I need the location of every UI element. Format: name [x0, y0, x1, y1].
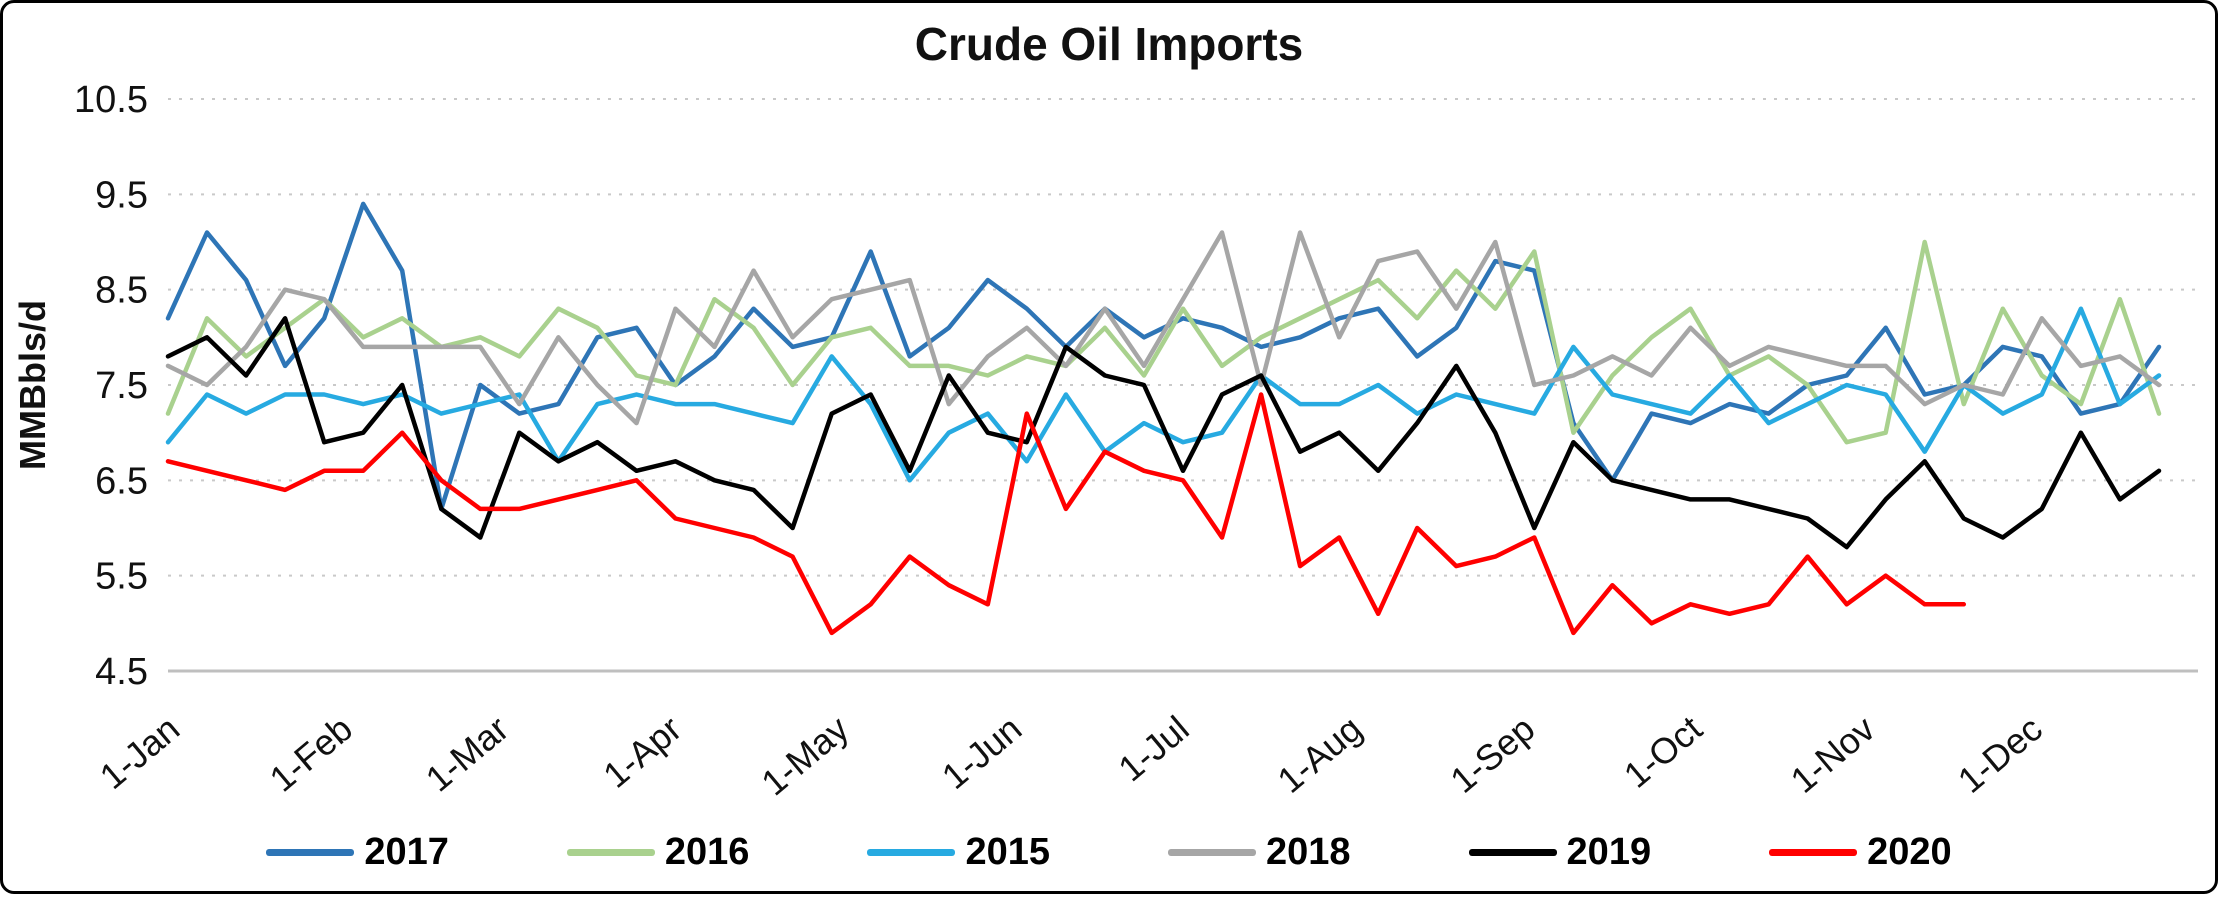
y-axis-label: MMBbls/d [12, 300, 53, 470]
series-line-2018 [165, 230, 2162, 426]
legend-swatch-2015 [867, 848, 956, 856]
x-tick-label-1-Jul: 1-Jul [1110, 708, 1196, 790]
legend-swatch-2016 [566, 848, 655, 856]
y-tick-label-7.5: 7.5 [95, 365, 148, 407]
legend-label-2016: 2016 [664, 830, 750, 873]
legend-item-2020: 2020 [1769, 831, 1952, 874]
series-line-2019 [165, 316, 2162, 550]
y-tick-label-10.5: 10.5 [74, 79, 148, 121]
y-tick-labels: 4.5 5.5 6.5 7.5 8.5 9.5 10.5 [74, 79, 148, 693]
y-tick-label-5.5: 5.5 [95, 556, 148, 598]
y-tick-label-8.5: 8.5 [95, 270, 148, 312]
legend-label-2018: 2018 [1266, 830, 1351, 873]
legend-swatch-2017 [266, 848, 355, 856]
legend-label-2020: 2020 [1867, 830, 1952, 873]
y-tick-label-4.5: 4.5 [95, 651, 148, 693]
y-tick-label-6.5: 6.5 [95, 460, 148, 502]
series-line-2017 [165, 201, 2162, 512]
x-tick-label-1-Apr: 1-Apr [595, 708, 689, 796]
legend-label-2019: 2019 [1566, 830, 1652, 873]
x-tick-label-1-Jan: 1-Jan [92, 708, 187, 797]
x-tick-label-1-Nov: 1-Nov [1783, 708, 1883, 801]
chart-title: Crude Oil Imports [914, 18, 1304, 70]
x-tick-label-1-Sep: 1-Sep [1442, 708, 1542, 801]
plot-svg: 4.5 5.5 6.5 7.5 8.5 9.5 10.5 MMBbls/d 1-Jan 1-Feb… [12, 79, 2198, 804]
legend-swatch-2018 [1168, 848, 1256, 856]
y-tick-label-9.5: 9.5 [95, 174, 148, 216]
series-line-2020 [165, 392, 1967, 636]
chart-legend: 2017 2016 2015 2018 2019 2020 [3, 813, 2215, 891]
legend-item-2019: 2019 [1468, 830, 1652, 874]
x-tick-label-1-Dec: 1-Dec [1950, 708, 2050, 801]
legend-item-2017: 2017 [266, 831, 449, 874]
x-tick-label-1-Feb: 1-Feb [262, 708, 360, 800]
legend-swatch-2020 [1769, 848, 1858, 856]
x-tick-label-1-Oct: 1-Oct [1616, 708, 1710, 796]
legend-item-2018: 2018 [1168, 831, 1351, 874]
x-tick-label-1-Aug: 1-Aug [1269, 708, 1369, 801]
x-tick-labels: 1-Jan 1-Feb 1-Mar 1-Apr 1-May 1-Jun 1-Jul 1-Aug… [92, 708, 2050, 804]
x-tick-label-1-Mar: 1-Mar [418, 708, 516, 800]
legend-item-2015: 2015 [867, 831, 1050, 874]
legend-label-2017: 2017 [364, 830, 449, 873]
legend-item-2016: 2016 [566, 830, 750, 874]
series-line-2016 [165, 239, 2162, 445]
x-tick-label-1-Jun: 1-Jun [934, 708, 1029, 797]
legend-label-2015: 2015 [965, 830, 1050, 873]
x-tick-label-1-May: 1-May [753, 708, 856, 804]
legend-swatch-2019 [1468, 848, 1557, 856]
